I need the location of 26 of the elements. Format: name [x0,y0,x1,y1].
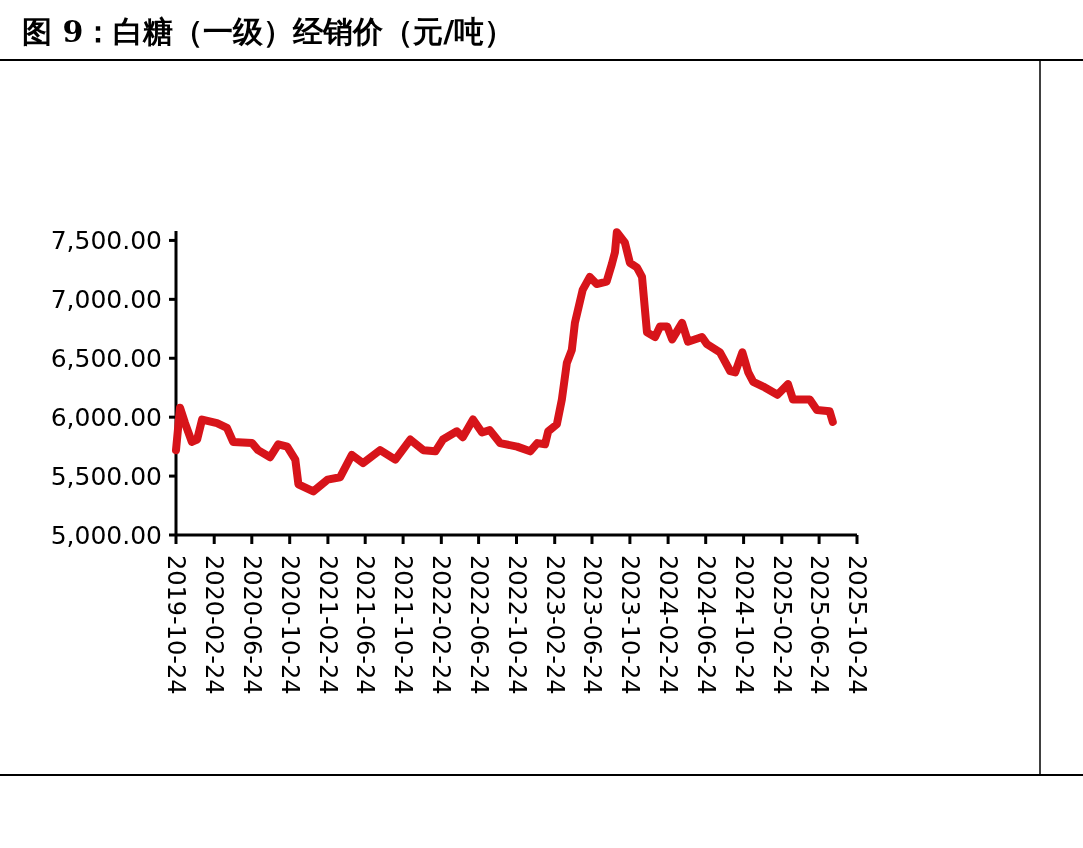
x-tick-label: 2020-10-24 [275,555,304,695]
x-tick-label: 2022-06-24 [464,555,493,695]
x-tick-label: 2020-06-24 [237,555,266,695]
x-tick-label: 2024-06-24 [691,555,720,695]
x-tick-label: 2023-02-24 [540,555,569,695]
x-tick-label: 2021-10-24 [389,555,418,695]
y-tick-label: 7,000.00 [50,284,162,314]
y-tick-label: 5,000.00 [50,520,162,550]
x-tick-label: 2021-02-24 [313,555,342,695]
x-tick-label: 2022-02-24 [427,555,456,695]
y-tick-label: 6,000.00 [50,402,162,432]
x-tick-label: 2021-06-24 [351,555,380,695]
chart-title: 图 9：白糖（一级）经销价（元/吨） [22,14,515,49]
x-tick-label: 2024-02-24 [654,555,683,695]
x-tick-label: 2024-10-24 [729,555,758,695]
x-tick-label: 2023-10-24 [615,555,644,695]
x-tick-label: 2019-10-24 [162,555,190,695]
y-tick-label: 6,500.00 [50,343,162,373]
x-tick-label: 2025-10-24 [843,555,871,695]
x-tick-label: 2022-10-24 [502,555,531,695]
y-tick-label: 7,500.00 [50,225,162,255]
x-tick-label: 2020-02-24 [200,555,229,695]
x-tick-label: 2023-06-24 [577,555,606,695]
x-tick-label: 2025-06-24 [805,555,834,695]
x-tick-label: 2025-02-24 [767,555,796,695]
y-tick-label: 5,500.00 [50,461,162,491]
